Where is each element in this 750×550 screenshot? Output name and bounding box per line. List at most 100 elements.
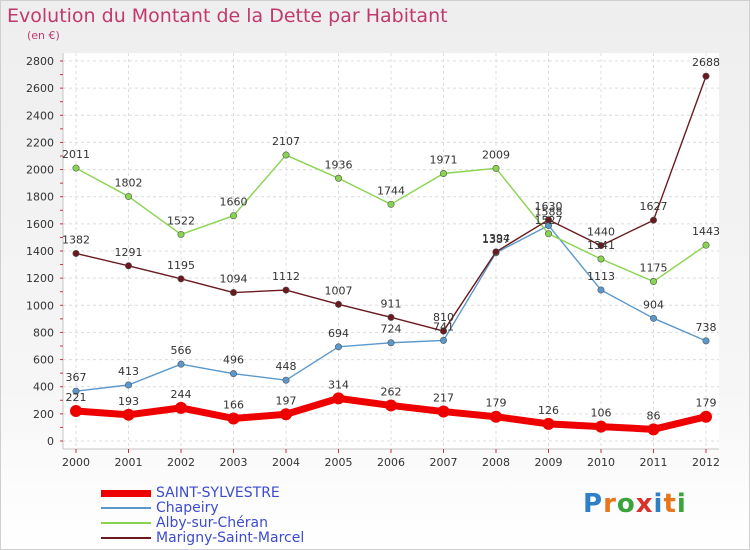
data-label: 1387 (482, 233, 510, 246)
y-tick-label: 400 (33, 381, 54, 394)
data-label: 904 (643, 298, 664, 311)
data-point (125, 381, 133, 389)
data-point (125, 192, 133, 200)
data-point (647, 423, 660, 436)
data-label: 738 (696, 321, 717, 334)
data-point (177, 230, 185, 238)
data-label: 566 (171, 344, 192, 357)
data-point (439, 327, 447, 335)
data-point (72, 387, 80, 395)
legend-label: Chapeiry (156, 500, 219, 516)
legend-label: Alby-sur-Chéran (156, 515, 268, 531)
logo-letter: t (663, 489, 677, 519)
data-label: 193 (118, 395, 139, 408)
data-point (544, 230, 552, 238)
data-point (175, 401, 187, 414)
y-tick-label: 1000 (26, 299, 54, 312)
data-label: 2009 (482, 148, 510, 161)
data-label: 244 (171, 388, 192, 401)
data-label: 1382 (62, 233, 90, 246)
logo-letter: i (653, 489, 664, 519)
data-point (387, 200, 395, 208)
y-tick-label: 2600 (26, 82, 54, 95)
data-point (387, 313, 395, 321)
y-tick-label: 2800 (26, 55, 54, 68)
data-point (649, 216, 657, 224)
legend-swatch (101, 489, 151, 497)
data-point (385, 399, 397, 412)
y-tick-label: 1600 (26, 218, 54, 231)
data-point (282, 151, 290, 159)
proxiti-logo: Proxiti (583, 489, 687, 519)
data-label: 1660 (220, 196, 248, 209)
legend-swatch (101, 507, 151, 509)
data-point (597, 255, 605, 263)
legend-label: Marigny-Saint-Marcel (156, 530, 305, 546)
logo-letter: i (676, 489, 687, 519)
data-label: 1627 (640, 200, 668, 213)
data-label: 106 (591, 407, 612, 420)
data-point (334, 343, 342, 351)
logo-letter: o (616, 489, 636, 519)
data-point (702, 241, 710, 249)
data-label: 1394 (482, 232, 510, 245)
logo-letter: P (583, 489, 604, 519)
data-point (72, 164, 80, 172)
data-point (334, 174, 342, 182)
data-point (177, 275, 185, 283)
data-label: 911 (381, 297, 402, 310)
data-label: 2107 (272, 135, 300, 148)
legend-item: Chapeiry (101, 500, 341, 516)
data-point (439, 336, 447, 344)
data-point (70, 405, 82, 418)
data-label: 1588 (535, 205, 563, 218)
data-point (334, 300, 342, 308)
data-label: 1443 (692, 225, 720, 238)
legend-item: SAINT-SYLVESTRE (101, 485, 341, 501)
data-label: 1341 (587, 239, 615, 252)
data-label: 179 (486, 397, 507, 410)
x-tick-label: 2007 (430, 456, 458, 469)
x-tick-label: 2003 (220, 456, 248, 469)
data-point (227, 412, 240, 425)
data-label: 2011 (62, 148, 90, 161)
x-tick-label: 2009 (535, 456, 563, 469)
data-point (595, 420, 607, 433)
data-point (282, 376, 290, 384)
y-tick-label: 1800 (26, 191, 54, 204)
legend-item: Alby-sur-Chéran (101, 515, 341, 531)
logo-letter: x (635, 489, 654, 519)
data-label: 2688 (692, 56, 720, 69)
data-label: 166 (223, 398, 244, 411)
x-tick-label: 2006 (377, 456, 405, 469)
data-point (702, 72, 710, 80)
legend-label: SAINT-SYLVESTRE (156, 485, 280, 501)
data-point (72, 249, 80, 257)
data-label: 1094 (220, 273, 248, 286)
logo-letter: r (603, 489, 617, 519)
y-tick-label: 2000 (26, 164, 54, 177)
x-tick-label: 2002 (167, 456, 195, 469)
x-tick-label: 2004 (272, 456, 300, 469)
x-tick-label: 2000 (62, 456, 90, 469)
y-tick-label: 2400 (26, 109, 54, 122)
data-point (649, 278, 657, 286)
data-label: 724 (381, 323, 402, 336)
data-point (282, 286, 290, 294)
data-point (230, 289, 238, 297)
y-tick-label: 0 (47, 435, 54, 448)
data-point (490, 410, 502, 423)
data-label: 694 (328, 327, 349, 340)
data-point (492, 164, 500, 172)
data-label: 810 (433, 311, 454, 324)
data-point (649, 314, 657, 322)
data-label: 1802 (115, 176, 143, 189)
data-label: 262 (381, 385, 402, 398)
data-label: 367 (66, 371, 87, 384)
data-label: 1112 (272, 270, 300, 283)
data-point (597, 286, 605, 294)
data-label: 1175 (640, 262, 668, 275)
y-tick-label: 200 (33, 408, 54, 421)
